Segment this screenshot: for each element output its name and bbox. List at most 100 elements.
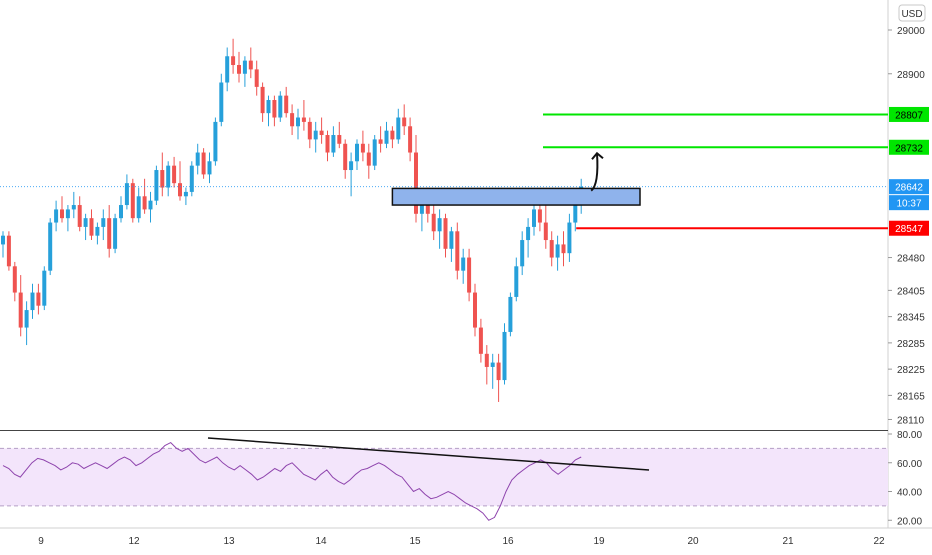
candle-body bbox=[473, 292, 477, 328]
arrow-head-icon bbox=[591, 151, 604, 160]
y-tick-label: 28165 bbox=[897, 391, 925, 402]
x-tick-label: 13 bbox=[223, 536, 235, 547]
candle-body bbox=[555, 244, 560, 258]
candle-body bbox=[520, 240, 525, 267]
candle-body bbox=[301, 117, 306, 122]
candle-body bbox=[260, 86, 265, 114]
candle-body bbox=[272, 100, 277, 118]
candle-body bbox=[396, 117, 401, 140]
candle-body bbox=[136, 196, 141, 219]
candle-body bbox=[431, 213, 436, 232]
candle-body bbox=[508, 296, 513, 332]
candle-body bbox=[573, 205, 578, 223]
candle-body bbox=[48, 222, 53, 271]
candle-body bbox=[42, 270, 47, 306]
candle-body bbox=[526, 226, 531, 241]
candle-body bbox=[77, 205, 82, 227]
candle-body bbox=[107, 218, 112, 249]
rsi-line[interactable] bbox=[2, 441, 582, 521]
candle-body bbox=[278, 95, 283, 118]
candle-body bbox=[24, 310, 29, 328]
candle-body bbox=[65, 209, 70, 219]
candle-body bbox=[290, 113, 295, 127]
candle-body bbox=[437, 218, 442, 232]
candle-body bbox=[30, 292, 35, 311]
candle-body bbox=[384, 130, 389, 144]
price-label-badge bbox=[889, 220, 929, 236]
candle-body bbox=[207, 161, 212, 175]
candle-body bbox=[372, 139, 377, 166]
rsi-trendline[interactable] bbox=[207, 437, 650, 471]
candle-body bbox=[543, 222, 548, 241]
candle-body bbox=[36, 292, 41, 306]
candle-body bbox=[166, 165, 171, 188]
candle-body bbox=[89, 218, 94, 236]
rsi-tick-label: 80.00 bbox=[897, 430, 922, 441]
projection-arrow[interactable] bbox=[590, 153, 599, 192]
currency-label: USD bbox=[901, 9, 922, 20]
candle-body bbox=[178, 183, 182, 197]
candle-body bbox=[532, 209, 536, 227]
y-tick-label: 28732 bbox=[895, 143, 923, 154]
candle-body bbox=[331, 135, 336, 153]
candle-body bbox=[414, 152, 418, 214]
y-tick-label: 29000 bbox=[897, 26, 925, 37]
x-tick-label: 22 bbox=[873, 536, 885, 547]
candle-body bbox=[189, 165, 194, 192]
x-tick-label: 14 bbox=[315, 536, 327, 547]
candle-body bbox=[567, 222, 572, 254]
candle-body bbox=[390, 130, 395, 140]
candle-body bbox=[183, 191, 188, 197]
candle-body bbox=[514, 266, 519, 297]
candle-body bbox=[408, 126, 413, 153]
candle-body bbox=[130, 183, 135, 219]
y-tick-label: 28225 bbox=[897, 365, 925, 376]
price-label-badge bbox=[889, 106, 929, 122]
x-tick-label: 21 bbox=[782, 536, 794, 547]
candle-body bbox=[148, 200, 153, 210]
candle-body bbox=[467, 257, 472, 293]
rsi-band bbox=[0, 448, 888, 506]
candle-body bbox=[83, 218, 88, 227]
candle-body bbox=[231, 56, 236, 66]
candle-body bbox=[237, 65, 241, 74]
supply-zone-box[interactable] bbox=[391, 187, 641, 206]
price-label-badge bbox=[889, 195, 929, 211]
rsi-tick-label: 40.00 bbox=[897, 488, 922, 499]
candle-body bbox=[349, 161, 354, 171]
candle-body bbox=[307, 121, 312, 140]
candle-body bbox=[254, 69, 259, 87]
candle-body bbox=[71, 205, 76, 210]
candle-body bbox=[172, 165, 177, 184]
candle-body bbox=[6, 235, 11, 267]
candle-body bbox=[443, 218, 448, 249]
candle-body bbox=[60, 209, 64, 219]
candle-body bbox=[160, 170, 165, 188]
x-tick-label: 16 bbox=[502, 536, 514, 547]
candle-body bbox=[213, 121, 218, 162]
y-tick-label: 28807 bbox=[895, 110, 923, 121]
candle-body bbox=[195, 152, 200, 166]
candle-body bbox=[284, 95, 289, 114]
rsi-tick-label: 60.00 bbox=[897, 459, 922, 470]
candle-body bbox=[201, 152, 206, 175]
y-tick-label: 28900 bbox=[897, 70, 925, 81]
candle-body bbox=[95, 226, 100, 236]
candle-body bbox=[296, 117, 300, 127]
candle-body bbox=[319, 130, 324, 136]
x-tick-label: 12 bbox=[128, 536, 140, 547]
x-tick-label: 9 bbox=[38, 536, 44, 547]
candle-body bbox=[248, 60, 253, 70]
x-tick-label: 19 bbox=[593, 536, 605, 547]
candle-body bbox=[225, 56, 230, 83]
currency-badge[interactable] bbox=[898, 4, 926, 22]
candle-body bbox=[266, 100, 271, 114]
candle-body bbox=[142, 196, 147, 210]
x-tick-label: 15 bbox=[409, 536, 421, 547]
candle-body bbox=[355, 143, 359, 162]
y-tick-label: 28285 bbox=[897, 339, 925, 350]
candle-body bbox=[378, 139, 383, 144]
candle-body bbox=[219, 82, 224, 122]
